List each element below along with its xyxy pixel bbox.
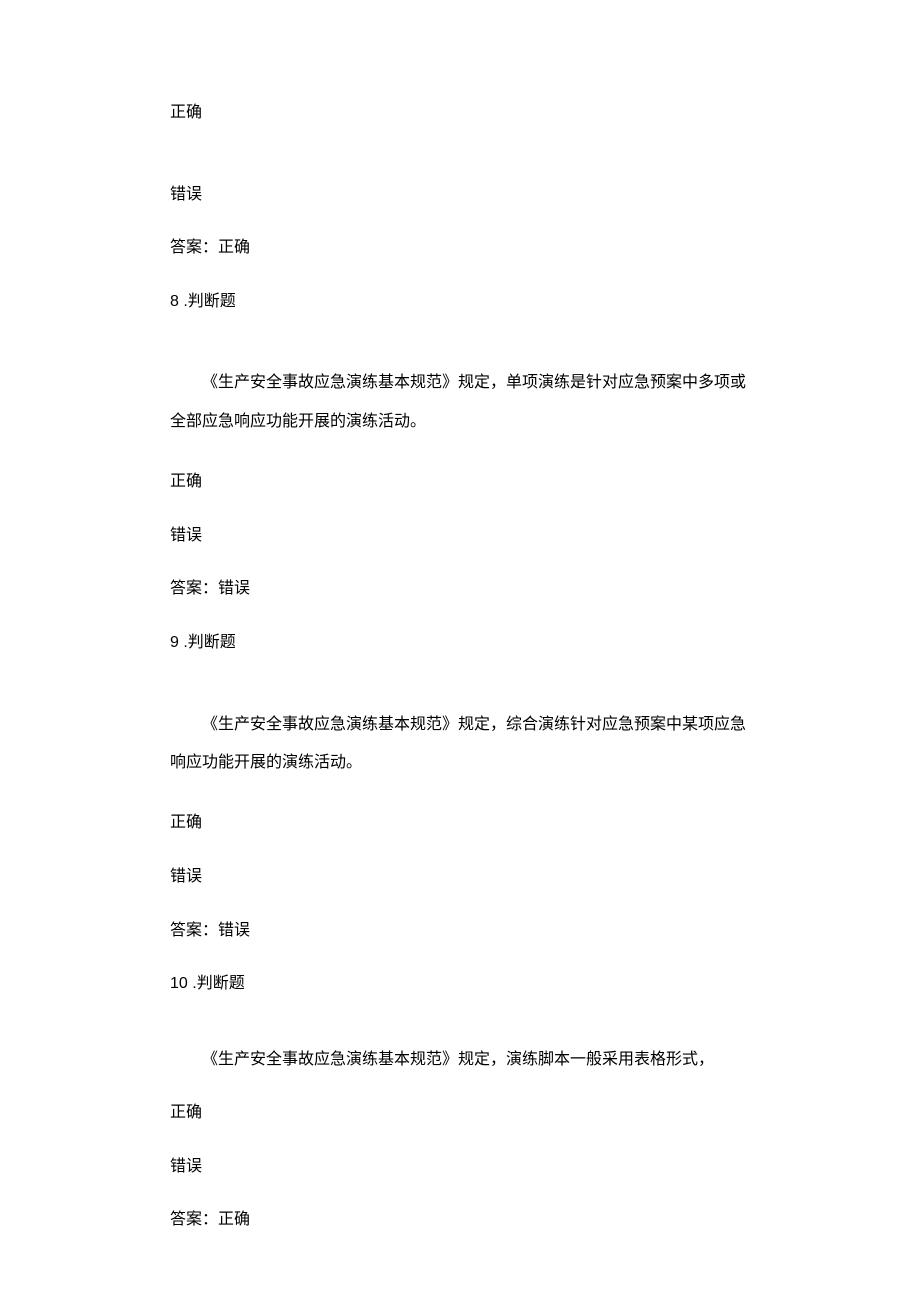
question-num-separator: . bbox=[179, 293, 188, 310]
answer-label: 答案： bbox=[170, 239, 218, 256]
answer-line: 答案：正确 bbox=[170, 1207, 750, 1233]
question-text-10: 《生产安全事故应急演练基本规范》规定，演练脚本一般采用表格形式， bbox=[170, 1047, 750, 1073]
question-num-separator: . bbox=[188, 975, 197, 992]
answer-value: 正确 bbox=[218, 239, 250, 256]
option-correct: 正确 bbox=[170, 810, 750, 836]
question-type-label: 判断题 bbox=[188, 293, 236, 310]
answer-line: 答案：正确 bbox=[170, 235, 750, 261]
question-num-digit: 8 bbox=[170, 293, 179, 310]
question-type-label: 判断题 bbox=[197, 975, 245, 992]
question-num-digit: 10 bbox=[170, 975, 188, 992]
option-wrong: 错误 bbox=[170, 864, 750, 890]
answer-value: 错误 bbox=[218, 922, 250, 939]
question-text-8: 《生产安全事故应急演练基本规范》规定，单项演练是针对应急预案中多项或全部应急响应… bbox=[170, 364, 750, 441]
question-num-digit: 9 bbox=[170, 634, 179, 651]
option-correct: 正确 bbox=[170, 1100, 750, 1126]
question-number-9: 9 .判断题 bbox=[170, 630, 750, 656]
option-correct: 正确 bbox=[170, 100, 750, 126]
answer-label: 答案： bbox=[170, 580, 218, 597]
answer-value: 正确 bbox=[218, 1211, 250, 1228]
option-wrong: 错误 bbox=[170, 1154, 750, 1180]
answer-label: 答案： bbox=[170, 922, 218, 939]
question-num-separator: . bbox=[179, 634, 188, 651]
option-correct: 正确 bbox=[170, 469, 750, 495]
document-content: 正确 错误 答案：正确 8 .判断题 《生产安全事故应急演练基本规范》规定，单项… bbox=[170, 100, 750, 1233]
question-number-10: 10 .判断题 bbox=[170, 971, 750, 997]
option-wrong: 错误 bbox=[170, 523, 750, 549]
answer-line: 答案：错误 bbox=[170, 918, 750, 944]
question-text-9: 《生产安全事故应急演练基本规范》规定，综合演练针对应急预案中某项应急响应功能开展… bbox=[170, 706, 750, 783]
answer-label: 答案： bbox=[170, 1211, 218, 1228]
answer-value: 错误 bbox=[218, 580, 250, 597]
option-wrong: 错误 bbox=[170, 182, 750, 208]
question-number-8: 8 .判断题 bbox=[170, 289, 750, 315]
answer-line: 答案：错误 bbox=[170, 576, 750, 602]
question-type-label: 判断题 bbox=[188, 634, 236, 651]
